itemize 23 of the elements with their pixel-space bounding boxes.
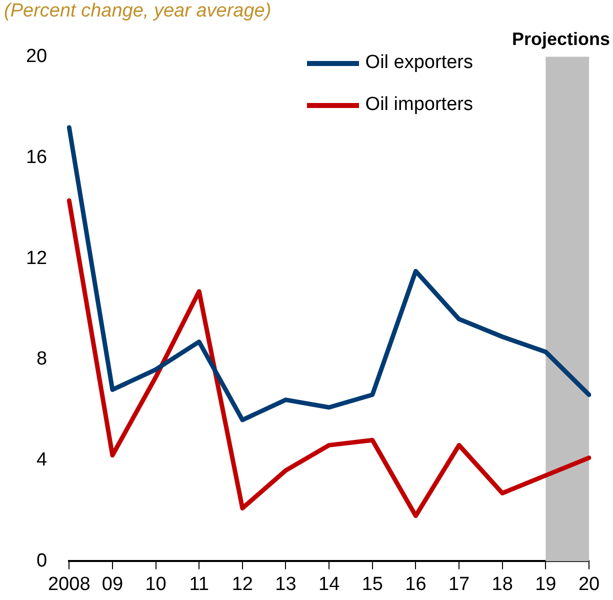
x-tick-label: 10 xyxy=(145,574,166,595)
y-tick-label: 16 xyxy=(26,146,48,168)
chart-title: (Percent change, year average) xyxy=(4,0,272,22)
y-tick-label: 0 xyxy=(36,550,48,572)
x-tick-label: 11 xyxy=(189,574,209,595)
y-tick-label: 20 xyxy=(26,46,48,68)
x-tick-label: 12 xyxy=(232,574,253,595)
y-tick-label: 4 xyxy=(36,450,48,471)
x-tick-label: 14 xyxy=(318,574,340,595)
legend-label: Oil exporters xyxy=(365,52,473,74)
x-tick-label: 17 xyxy=(448,574,470,595)
x-tick-label: 18 xyxy=(492,574,513,595)
legend-label: Oil importers xyxy=(365,94,473,116)
x-tick-label: 16 xyxy=(405,574,426,595)
y-tick-label: 8 xyxy=(36,348,48,370)
band-label: Projections xyxy=(512,28,610,49)
x-tick-label: 15 xyxy=(362,574,383,595)
y-tick-label: 12 xyxy=(26,248,48,269)
x-tick-label: 2008 xyxy=(48,574,90,595)
x-tick-label: 20 xyxy=(578,574,600,595)
x-tick-label: 09 xyxy=(102,574,124,595)
x-tick-label: 19 xyxy=(535,574,556,595)
x-tick-label: 13 xyxy=(275,574,296,595)
